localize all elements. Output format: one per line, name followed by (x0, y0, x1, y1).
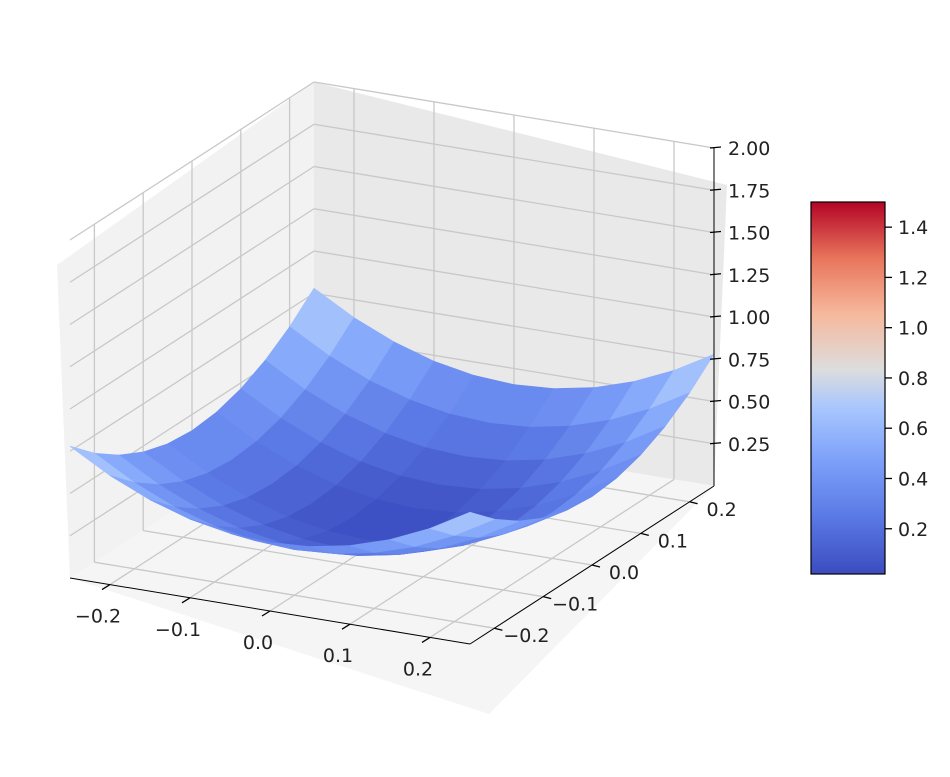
floor-gridline-y (143, 529, 544, 598)
y-tick-label: −0.2 (503, 625, 549, 647)
left-pane-gridline-horizontal (69, 292, 315, 452)
x-tick-label: −0.2 (75, 606, 121, 628)
left-pane-gridline-horizontal (69, 208, 315, 368)
colorbar-tick-label: 1.0 (898, 318, 928, 340)
z-tick-label: 0.25 (728, 434, 770, 456)
x-tick-mark (261, 610, 271, 617)
colorbar-tick-label: 0.6 (898, 418, 928, 440)
y-tick-label: 0.1 (658, 530, 688, 552)
z-tick-label: 1.75 (728, 180, 770, 202)
z-tick-label: 0.75 (728, 349, 770, 371)
z-tick-mark (709, 273, 722, 276)
y-tick-label: 0.2 (706, 499, 736, 521)
z-tick-label: 1.00 (728, 307, 770, 329)
colorbar-tick-label: 0.8 (898, 368, 928, 390)
y-axis-line (469, 485, 715, 645)
right-pane-gridline-horizontal (313, 123, 715, 191)
x-tick-label: −0.1 (155, 619, 201, 641)
right-pane-gridline-horizontal (313, 165, 715, 234)
z-tick-label: 0.50 (728, 392, 770, 414)
z-tick-mark (709, 188, 722, 191)
colorbar-tick-label: 0.4 (898, 468, 928, 490)
z-tick-mark (709, 357, 722, 360)
right-pane-gridline-horizontal (313, 208, 715, 276)
colorbar-tick-label: 1.2 (898, 267, 928, 289)
colorbar-ticks: 0.2 0.4 0.6 0.8 1.0 1.2 1.4 (885, 217, 928, 541)
x-tick-label: 0.1 (323, 645, 353, 667)
right-pane-gridline-horizontal (313, 81, 715, 149)
right-pane-gridline-horizontal (313, 250, 715, 318)
z-tick-mark (709, 315, 722, 318)
x-tick-label: 0.0 (243, 632, 273, 654)
z-tick-label: 2.00 (728, 138, 770, 160)
x-axis-line (69, 577, 471, 645)
right-pane-gridline-horizontal (313, 292, 715, 360)
x-tick-mark (421, 636, 431, 643)
x-tick-mark (181, 597, 191, 604)
y-tick-label: 0.0 (609, 562, 639, 584)
left-pane-gridline-horizontal (69, 81, 315, 241)
z-tick-mark (709, 442, 722, 445)
x-tick-mark (101, 584, 111, 591)
left-pane-gridline-horizontal (69, 165, 315, 326)
z-tick-mark (709, 146, 722, 149)
colorbar-tick-label: 0.2 (898, 519, 928, 541)
left-pane-gridline-horizontal (69, 123, 315, 283)
surface-facet (429, 511, 496, 536)
y-tick-label: −0.1 (552, 594, 598, 616)
y-tick-mark (591, 564, 601, 568)
x-tick-label: 0.2 (403, 658, 433, 680)
z-tick-label: 1.25 (728, 265, 770, 287)
z-tick-mark (709, 230, 722, 234)
y-tick-mark (494, 627, 503, 631)
y-tick-mark (543, 595, 552, 600)
x-tick-mark (341, 623, 351, 630)
z-tick-mark (709, 399, 722, 403)
colorbar-gradient (810, 201, 886, 575)
z-tick-label: 1.50 (728, 223, 770, 245)
colorbar: 0.2 0.4 0.6 0.8 1.0 1.2 1.4 (810, 201, 928, 575)
floor-gridline-y (94, 561, 495, 629)
y-tick-mark (689, 501, 698, 505)
surface-mesh (69, 287, 715, 556)
left-pane-gridline-horizontal (69, 250, 315, 410)
colorbar-tick-label: 1.4 (898, 217, 928, 239)
axis-ticks: −0.2−0.10.00.10.2−0.2−0.10.00.10.20.250.… (69, 138, 770, 680)
y-tick-mark (640, 532, 649, 537)
